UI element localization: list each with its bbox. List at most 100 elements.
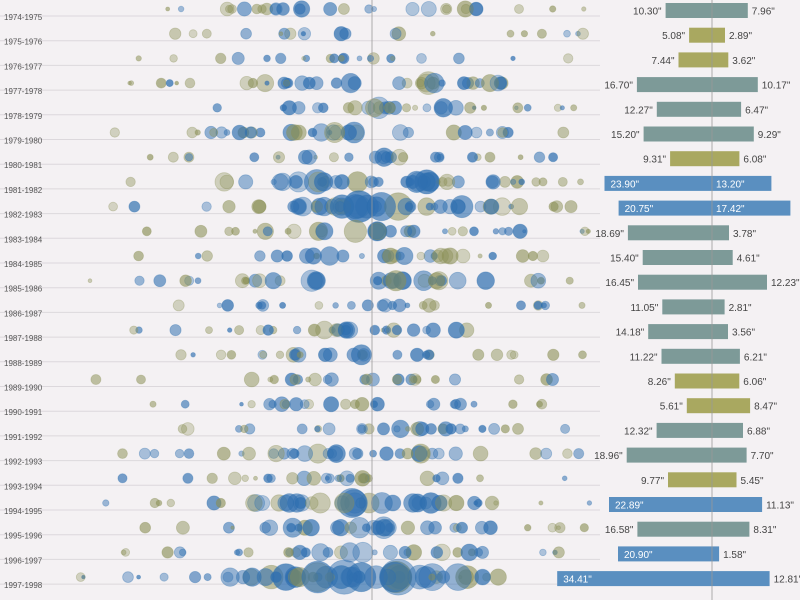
rain-event-bubble	[343, 219, 367, 243]
rain-event-bubble	[376, 422, 390, 436]
rain-event-bubble	[302, 76, 316, 90]
rain-event-bubble	[269, 3, 282, 15]
season-label: 1994-1995	[4, 507, 43, 516]
rain-event-bubble	[323, 2, 338, 16]
rain-event-bubble	[333, 26, 349, 42]
rain-event-bubble	[391, 324, 403, 336]
rain-event-bubble	[230, 525, 235, 530]
rain-event-bubble	[350, 399, 360, 410]
rain-event-bubble	[340, 489, 368, 517]
rain-event-bubble	[565, 276, 574, 285]
rain-event-bubble	[247, 400, 256, 409]
rain-event-bubble	[180, 399, 190, 409]
rain-event-bubble	[339, 542, 360, 563]
rain-event-bubble	[392, 349, 403, 360]
rain-event-bubble	[431, 494, 448, 512]
rain-event-bubble	[370, 6, 377, 12]
rain-event-bubble	[457, 226, 468, 237]
season-left-bar	[637, 521, 712, 537]
rain-event-bubble	[289, 448, 300, 459]
rain-event-bubble	[548, 152, 559, 163]
rain-event-bubble	[560, 423, 571, 434]
rain-event-bubble	[370, 396, 385, 412]
rain-event-bubble	[308, 272, 325, 290]
rain-event-bubble	[392, 373, 405, 386]
rain-event-bubble	[129, 325, 139, 335]
rain-event-bubble	[128, 80, 135, 86]
rain-event-bubble	[448, 494, 465, 512]
rain-event-bubble	[450, 398, 462, 410]
rain-event-bubble	[296, 351, 304, 359]
right-value-label: 8.47"	[754, 402, 777, 413]
rain-event-bubble	[292, 544, 308, 561]
left-value-label: 5.08"	[662, 31, 685, 42]
rain-event-bubble	[368, 222, 387, 241]
season-right-bar	[712, 200, 791, 216]
rain-event-bubble	[209, 127, 219, 137]
rain-event-bubble	[510, 55, 516, 62]
rain-event-bubble	[289, 397, 304, 412]
rain-event-bubble	[382, 544, 398, 560]
rain-event-bubble	[276, 2, 290, 16]
rain-event-bubble	[477, 253, 483, 259]
season-label: 1984-1985	[4, 260, 43, 269]
left-value-label: 20.75"	[625, 204, 654, 215]
rain-event-bubble	[432, 474, 441, 483]
rain-event-bubble	[302, 54, 311, 63]
right-value-label: 6.08"	[743, 155, 766, 166]
rain-event-bubble	[127, 80, 132, 86]
rain-event-bubble	[412, 104, 419, 111]
rain-event-bubble	[391, 148, 408, 166]
rain-event-bubble	[194, 252, 202, 260]
rain-event-bubble	[174, 80, 180, 86]
season-labels: 1974-1975 1975-1976 1976-1977 1977-1978 1978…	[4, 13, 43, 590]
rain-event-bubble	[352, 541, 374, 563]
rain-event-bubble	[300, 31, 307, 37]
season-right-bar	[712, 27, 725, 43]
rain-event-bubble	[177, 424, 188, 434]
rain-event-bubble	[238, 450, 245, 457]
rain-event-bubble	[470, 400, 478, 408]
rain-event-bubble	[215, 349, 227, 361]
season-label: 1995-1996	[4, 532, 43, 541]
rain-event-bubble	[306, 271, 326, 291]
rain-event-bubble	[308, 372, 322, 387]
rain-event-bubble	[493, 500, 499, 506]
season-label: 1997-1998	[4, 581, 43, 590]
rain-event-bubble	[581, 6, 587, 12]
rain-event-bubble	[393, 425, 401, 433]
rain-event-bubble	[455, 521, 468, 534]
rain-event-bubble	[121, 548, 130, 557]
season-right-bar	[712, 398, 751, 414]
rain-event-bubble	[216, 446, 231, 461]
right-value-label: 6.47"	[745, 105, 768, 116]
rain-event-bubble	[556, 525, 561, 530]
rain-event-bubble	[364, 4, 374, 14]
rain-event-bubble	[205, 326, 213, 335]
rain-event-bubble	[557, 176, 568, 187]
season-left-bar	[609, 497, 712, 512]
rain-event-bubble	[484, 495, 500, 511]
rain-event-bubble	[575, 30, 581, 37]
season-label: 1990-1991	[4, 408, 43, 417]
rain-event-bubble	[214, 172, 234, 192]
rain-event-bubble	[186, 126, 198, 139]
season-label: 1989-1990	[4, 384, 43, 393]
rain-event-bubble	[518, 178, 526, 186]
rain-event-bubble	[457, 125, 473, 141]
rain-event-bubble	[270, 178, 277, 185]
rain-event-bubble	[432, 447, 445, 460]
rain-event-bubble	[429, 300, 440, 311]
rain-event-bubble	[369, 324, 381, 336]
rain-event-bubble	[75, 572, 86, 582]
season-right-bar	[712, 225, 729, 241]
rain-event-bubble	[215, 497, 226, 509]
rain-event-bubble	[341, 566, 363, 588]
season-left-bar	[604, 175, 712, 191]
rain-event-bubble	[219, 174, 235, 190]
rain-event-bubble	[181, 422, 195, 436]
rain-event-bubble	[334, 474, 342, 482]
season-right-bar	[712, 274, 767, 290]
rain-event-bubble	[358, 252, 365, 259]
season-left-bar	[618, 200, 712, 216]
